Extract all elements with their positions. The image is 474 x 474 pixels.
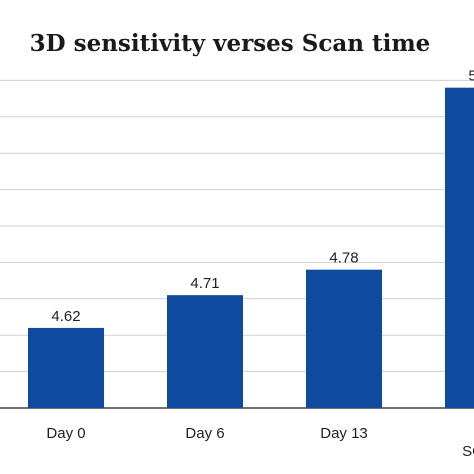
bar [306,269,382,408]
value-label: 4.62 [51,308,80,325]
value-label: 4.78 [329,250,358,267]
value-label: 4.71 [190,275,219,292]
value-label: 5.28 [468,68,474,85]
x-tick-label: DaSCAN [462,425,474,460]
x-tick-label: Day 13 [320,425,368,442]
x-tick-label: Day 0 [46,425,85,442]
bar [167,295,243,408]
bar [445,87,474,409]
bar [28,327,104,408]
chart-title: 3D sensitivity verses Scan time [30,30,431,57]
x-tick-label: Day 6 [185,425,224,442]
